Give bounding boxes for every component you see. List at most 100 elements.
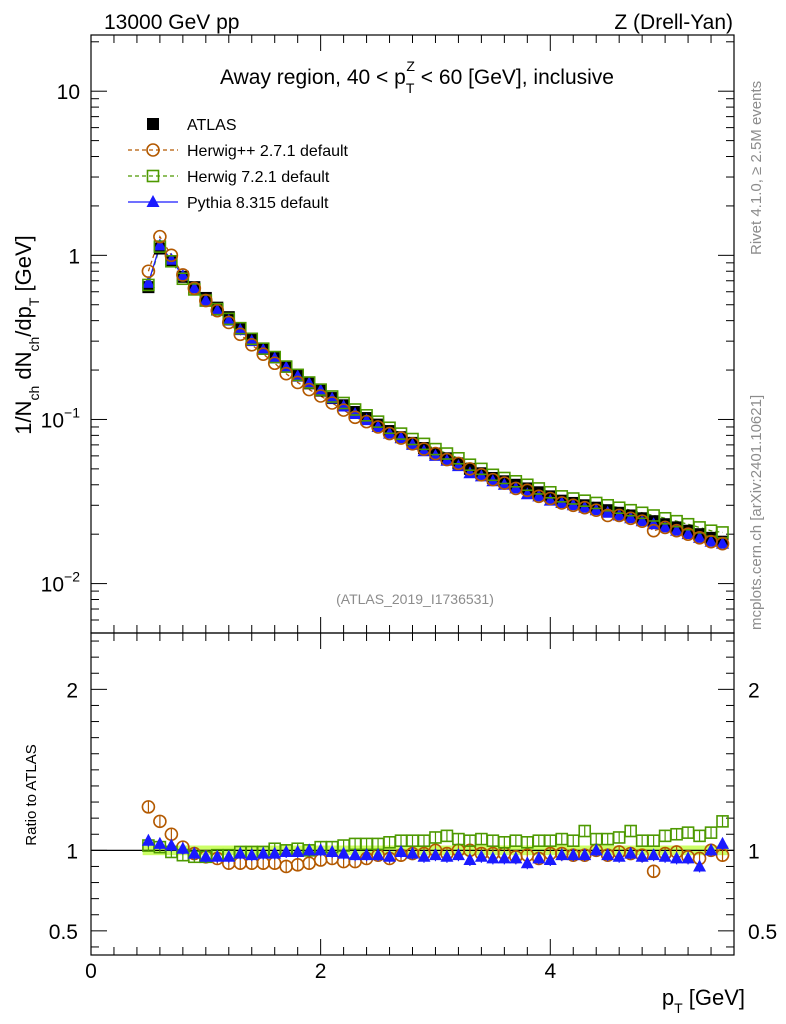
ratio-point-pythia — [141, 833, 155, 846]
ratio-point-pythia — [348, 848, 362, 861]
ratio-point-pythia — [635, 849, 649, 862]
point-pythia — [681, 527, 695, 540]
ylabel-part: [GeV] — [11, 235, 36, 297]
y-tick-label: 10−1 — [41, 404, 81, 432]
y-tick-label-base: 10 — [57, 81, 80, 104]
ratio-point-pythia — [497, 851, 511, 864]
y-tick-label-exp: −2 — [64, 569, 80, 585]
point-herwigpp — [153, 229, 167, 244]
point-pythia — [199, 293, 213, 306]
point-herwig7 — [233, 321, 247, 335]
point-pythia — [612, 508, 626, 521]
ratio-point-herwig7 — [704, 826, 718, 839]
point-herwigpp — [313, 389, 328, 403]
series-line-pythia — [147, 244, 723, 545]
ratio-point-pythia — [291, 844, 305, 857]
ratio-point-pythia — [647, 848, 661, 861]
ratio-point-herwig7 — [612, 831, 626, 844]
ratio-point-herwigpp — [153, 814, 167, 829]
point-herwigpp — [164, 248, 179, 263]
ratio-point-pythia — [417, 849, 431, 862]
ratio-point-pythia — [566, 848, 580, 861]
point-herwigpp — [348, 410, 362, 425]
ratio-point-pythia — [681, 851, 695, 864]
ratio-point-pythia — [187, 846, 201, 859]
ratio-point-pythia — [704, 843, 718, 856]
ratio-point-herwigpp — [646, 864, 661, 879]
ratio-frame — [90, 632, 735, 956]
point-herwigpp — [589, 503, 604, 517]
y-tick-label-base: 1 — [68, 245, 80, 268]
point-herwigpp — [336, 403, 351, 417]
ratio-point-pythia — [164, 838, 178, 851]
point-herwigpp — [417, 442, 431, 456]
point-herwigpp — [187, 281, 202, 296]
x-axis-label: pT [GeV] — [662, 985, 745, 1016]
ratio-point-pythia — [302, 843, 316, 856]
ratio-point-pythia — [463, 853, 477, 866]
point-herwigpp — [715, 536, 730, 551]
analysis-watermark: (ATLAS_2019_I1736531) — [336, 591, 494, 607]
legend-marker-pythia — [146, 195, 160, 207]
point-pythia — [704, 534, 718, 547]
ratio-point-pythia — [268, 846, 282, 859]
ratio-y-tick-label-left: 0.5 — [49, 921, 78, 944]
point-pythia — [233, 323, 247, 336]
legend-label-herwig7: Herwig 7.2.1 default — [187, 169, 330, 186]
point-herwigpp — [474, 468, 489, 482]
point-pythia — [245, 334, 259, 347]
legend-marker-herwigpp — [146, 143, 160, 157]
point-herwig7 — [153, 240, 167, 253]
legend-label-atlas: ATLAS — [187, 117, 237, 134]
ratio-y-tick-label-left: 2 — [66, 679, 78, 702]
point-pythia — [256, 342, 270, 355]
point-herwigpp — [371, 420, 385, 434]
xlabel-part: p — [662, 985, 674, 1010]
ratio-point-pythia — [589, 843, 603, 856]
point-pythia — [601, 505, 615, 518]
series-line-herwigpp — [147, 235, 723, 545]
legend: ATLAS Herwig++ 2.7.1 default Herwig 7.2.1 … — [128, 117, 349, 212]
ratio-point-pythia — [371, 848, 385, 861]
point-herwigpp — [141, 264, 156, 279]
ylabel-sub: T — [26, 297, 42, 306]
point-herwigpp — [325, 396, 339, 410]
ratio-point-pythia — [428, 848, 442, 861]
ylabel-sub: ch — [26, 386, 42, 401]
ratio-y-tick-labels: 0.5 0.5 1 1 2 2 — [49, 679, 777, 944]
ratio-point-pythia — [624, 846, 638, 859]
point-herwigpp — [382, 426, 397, 441]
point-herwigpp — [256, 347, 271, 361]
point-herwig7 — [279, 360, 293, 373]
point-pythia — [210, 303, 224, 316]
ratio-point-pythia — [658, 849, 672, 862]
ratio-point-herwig7 — [624, 824, 637, 838]
ratio-point-pythia — [509, 851, 523, 864]
ratio-point-pythia — [451, 848, 465, 861]
ratio-point-pythia — [210, 849, 224, 862]
x-tick-labels: 0 2 4 — [85, 960, 556, 983]
legend-marker-herwig7 — [146, 169, 160, 183]
point-herwigpp — [497, 476, 512, 490]
point-pythia — [348, 406, 362, 419]
main-title-part: Away region, 40 < p — [220, 66, 406, 89]
ratio-y-tick-label-left: 1 — [66, 840, 78, 863]
point-pythia — [153, 238, 167, 251]
point-herwigpp — [176, 268, 190, 282]
ratio-point-pythia — [199, 849, 213, 862]
point-herwigpp — [279, 366, 293, 381]
xlabel-part: [GeV] — [683, 985, 745, 1010]
y-tick-label-base: 10 — [41, 409, 64, 432]
legend-label-pythia: Pythia 8.315 default — [187, 195, 329, 212]
point-herwig7 — [245, 332, 259, 346]
ratio-point-pythia — [612, 849, 626, 862]
ratio-point-pythia — [555, 848, 569, 861]
ylabel-part: dN — [11, 352, 36, 386]
ratio-point-pythia — [601, 848, 615, 861]
ratio-point-pythia — [578, 848, 592, 861]
main-title: Away region, 40 < pTZ < 60 [GeV], inclus… — [220, 58, 614, 96]
main-axis-ticks — [90, 35, 735, 634]
legend-label-herwigpp: Herwig++ 2.7.1 default — [187, 143, 349, 160]
